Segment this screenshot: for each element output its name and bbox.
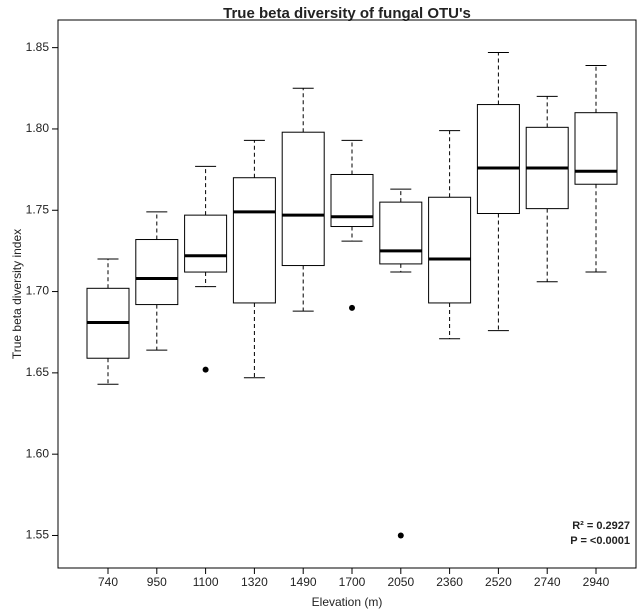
box [428, 196, 472, 304]
plot-frame [57, 19, 637, 569]
box [184, 214, 228, 273]
x-tick-label: 2940 [583, 575, 610, 589]
x-tick-label: 2360 [436, 575, 463, 589]
x-tick-label: 950 [147, 575, 167, 589]
box [476, 104, 520, 215]
y-tick-label: 1.80 [26, 121, 50, 135]
x-tick-label: 2740 [534, 575, 561, 589]
outlier [349, 304, 355, 311]
annotation: R² = 0.2927 [572, 520, 630, 532]
box [574, 112, 618, 185]
outlier [397, 532, 404, 539]
box [330, 173, 374, 228]
x-axis-label: Elevation (m) [312, 595, 383, 609]
y-tick-label: 1.60 [26, 446, 50, 460]
x-tick-label: 1320 [241, 575, 268, 589]
x-tick-label: 1100 [193, 575, 219, 589]
box [232, 177, 276, 304]
chart-title: True beta diversity of fungal OTU's [223, 5, 471, 22]
outlier [202, 366, 209, 373]
y-tick-label: 1.65 [26, 365, 50, 379]
x-tick-label: 1700 [339, 575, 366, 589]
box [379, 201, 423, 265]
x-tick-label: 740 [98, 575, 118, 589]
annotation: P = <0.0001 [570, 535, 630, 547]
y-tick-label: 1.70 [26, 284, 50, 298]
box [135, 239, 179, 306]
x-tick-label: 2520 [485, 575, 512, 589]
x-tick-label: 1490 [290, 575, 317, 589]
box [281, 131, 325, 267]
y-tick-label: 1.75 [26, 202, 50, 216]
y-tick-label: 1.55 [26, 528, 50, 542]
y-axis-label: True beta diversity index [10, 229, 24, 359]
y-tick-label: 1.85 [26, 40, 50, 54]
x-tick-label: 2050 [387, 575, 414, 589]
